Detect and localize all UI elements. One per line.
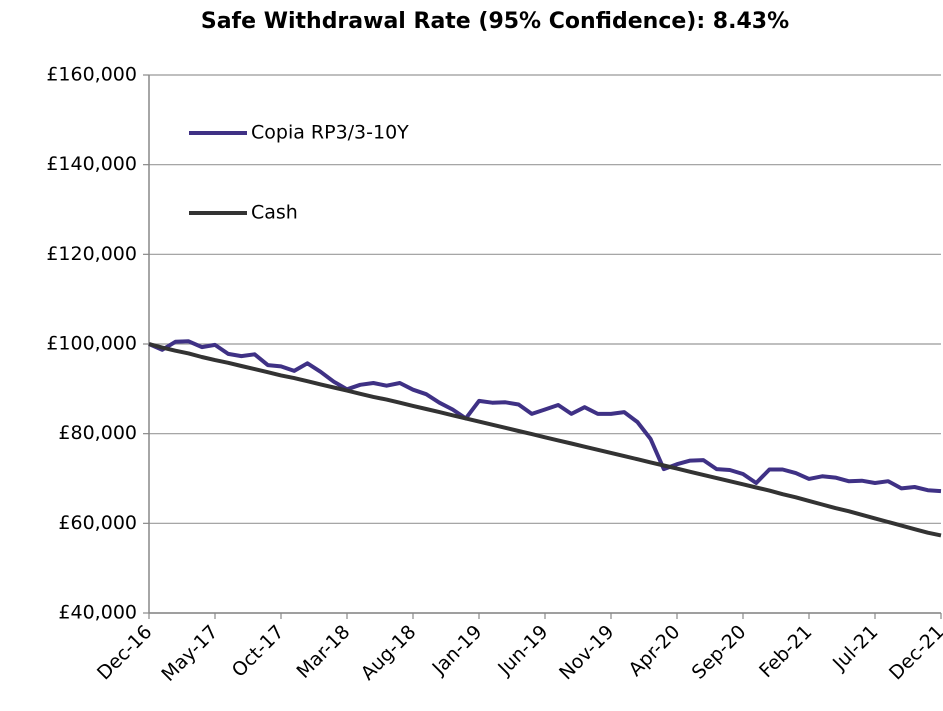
y-tick-label: £120,000 [46, 243, 137, 265]
x-tick-label: Feb-21 [755, 621, 816, 682]
series-line [148, 339, 942, 494]
y-tick-label: £160,000 [46, 64, 137, 86]
x-tick-label: Dec-21 [885, 621, 943, 685]
x-tick-label: Apr-20 [625, 621, 685, 681]
x-tick-label: Dec-16 [93, 621, 157, 685]
x-tick-label: Jan-19 [428, 621, 487, 680]
y-tick-label: £60,000 [58, 512, 137, 534]
x-tick-label: May-17 [157, 621, 222, 686]
y-tick-label: £140,000 [46, 153, 137, 175]
series-line [148, 342, 942, 538]
y-tick-label: £40,000 [58, 602, 137, 624]
y-tick-label: £100,000 [46, 333, 137, 355]
x-tick-label: Sep-20 [688, 621, 751, 684]
x-tick-label: Oct-17 [228, 621, 289, 682]
x-tick-label: Nov-19 [555, 621, 618, 684]
legend-label: Copia RP3/3-10Y [251, 122, 409, 144]
x-tick-label: Aug-18 [357, 621, 421, 685]
x-tick-label: Jul-21 [828, 621, 882, 675]
legend-label: Cash [251, 202, 298, 224]
x-tick-label: Mar-18 [292, 621, 354, 683]
chart-title: Safe Withdrawal Rate (95% Confidence): 8… [201, 9, 789, 34]
y-tick-label: £80,000 [58, 422, 137, 444]
x-tick-label: Jun-19 [493, 621, 552, 680]
